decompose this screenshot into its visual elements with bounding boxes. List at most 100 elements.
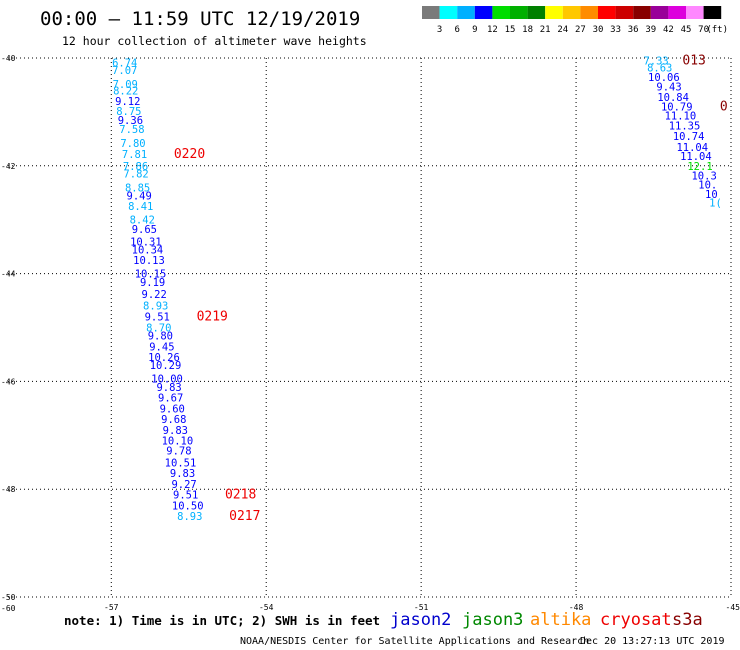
swh-label: 9.83 xyxy=(163,425,188,437)
swh-label: 7.80 xyxy=(120,138,145,150)
swh-label: 8.93 xyxy=(143,300,168,312)
swh-value-labels: 6.747.07 7.098.229.128.759.367.58 7.807.81… xyxy=(112,54,728,524)
swh-label: 6.74 xyxy=(112,57,137,69)
colorbar-swatch xyxy=(650,6,669,19)
swh-label: 7.33 xyxy=(643,56,668,68)
colorbar-swatch xyxy=(510,6,528,19)
swh-label: 9.68 xyxy=(161,414,186,426)
x-tick-label: -57 xyxy=(104,603,119,612)
y-tick-label: -44 xyxy=(1,270,16,279)
legend-cryosat: cryosat xyxy=(600,610,672,630)
swh-label: 8.75 xyxy=(116,106,141,118)
generated-timestamp: Dec 20 13:27:13 UTC 2019 xyxy=(580,636,725,647)
swh-label: 10.74 xyxy=(673,131,705,143)
swh-label: 7.86 xyxy=(123,161,148,173)
swh-label: 9.51 xyxy=(145,312,170,324)
colorbar-label: 6 xyxy=(454,25,459,35)
swh-label: 9.36 xyxy=(118,115,143,127)
swh-label: 10.15 xyxy=(135,269,167,281)
swh-label: 9.49 xyxy=(127,190,152,202)
swh-label: 10.34 xyxy=(132,244,164,256)
swh-label: 10.50 xyxy=(172,500,204,512)
colorbar-swatch xyxy=(562,6,581,19)
colorbar-label: 18 xyxy=(522,25,533,35)
colorbar-label: 45 xyxy=(681,25,692,35)
colorbar-label: 39 xyxy=(645,25,656,35)
swh-label: 9.43 xyxy=(656,82,681,94)
swh-label: 9.27 xyxy=(171,479,196,491)
y-tick-label: -46 xyxy=(1,377,16,386)
swh-label: 8.22 xyxy=(113,85,138,97)
colorbar-label: 30 xyxy=(593,25,604,35)
wave-height-colorbar: 3 6 9 12 15 18 21 24 27 30 33 36 39 42 45 70(ft) xyxy=(422,6,728,35)
colorbar-label: 36 xyxy=(628,25,639,35)
colorbar-swatch xyxy=(439,6,458,19)
swh-label: 8.93 xyxy=(177,511,202,523)
colorbar-unit: (ft) xyxy=(706,25,728,35)
swh-label: 11.10 xyxy=(665,111,697,123)
swh-label: 9.22 xyxy=(142,289,167,301)
colorbar-swatch xyxy=(457,6,475,19)
colorbar-label: 70 xyxy=(698,25,709,35)
colorbar-label: 15 xyxy=(505,25,516,35)
y-tick-label: -42 xyxy=(1,162,16,171)
swh-label: 9.45 xyxy=(149,341,174,353)
pass-time-label: 0218 xyxy=(225,488,256,503)
swh-label: 10.00 xyxy=(151,374,183,386)
source-credit: NOAA/NESDIS Center for Satellite Applica… xyxy=(240,636,589,647)
swh-label: 1( xyxy=(709,197,722,209)
swh-label: 11.04 xyxy=(676,142,708,154)
swh-label: 8.70 xyxy=(146,323,171,335)
footnote: note: 1) Time is in UTC; 2) SWH is in fe… xyxy=(64,613,380,628)
swh-label: 10.29 xyxy=(150,360,182,372)
colorbar-swatch xyxy=(545,6,563,19)
x-tick-label: -48 xyxy=(569,603,584,612)
pass-time-label: 0220 xyxy=(174,147,205,162)
colorbar-label: 3 xyxy=(437,25,442,35)
swh-label: 7.58 xyxy=(119,124,144,136)
swh-label: 9.60 xyxy=(160,403,185,415)
swh-label: 8.42 xyxy=(130,215,155,227)
chart-title: 00:00 – 11:59 UTC 12/19/2019 xyxy=(40,8,360,30)
swh-label: 10 xyxy=(705,189,718,201)
pass-time-label: 013 xyxy=(682,54,705,69)
swh-label: 9.67 xyxy=(158,393,183,405)
swh-label: 8.85 xyxy=(125,182,150,194)
swh-label: 9.80 xyxy=(148,331,173,343)
y-tick-label: -48 xyxy=(1,485,16,494)
colorbar-label: 27 xyxy=(575,25,586,35)
satellite-legend: jason2 jason3 altika cryosat s3a xyxy=(390,610,703,630)
swh-label: 8.41 xyxy=(128,201,153,213)
swh-label: 9.19 xyxy=(140,277,165,289)
colorbar-swatch xyxy=(527,6,546,19)
legend-jason2: jason2 xyxy=(390,610,451,630)
colorbar-swatch xyxy=(422,6,440,19)
axis-tick-labels: -40 -42 -44 -46 -48 -50 -57 -54 -51 -48 -45 -60 xyxy=(1,54,740,613)
legend-jason3: jason3 xyxy=(462,610,523,630)
x-tick-label: -54 xyxy=(259,603,274,612)
swh-label: 10.3 xyxy=(691,171,716,183)
colorbar-label: 24 xyxy=(557,25,568,35)
colorbar-swatch xyxy=(598,6,616,19)
pass-time-label: 0217 xyxy=(229,509,260,524)
swh-label: 10.79 xyxy=(661,102,693,114)
colorbar-swatch xyxy=(492,6,510,19)
corner-label: -60 xyxy=(1,604,16,613)
legend-s3a: s3a xyxy=(672,610,703,630)
y-tick-label: -40 xyxy=(1,54,16,63)
swh-label: 10.51 xyxy=(165,457,197,469)
swh-label: 11.04 xyxy=(680,151,712,163)
swh-label: 12.1 xyxy=(687,161,712,173)
chart-subtitle: 12 hour collection of altimeter wave hei… xyxy=(62,34,367,48)
swh-label: 7.81 xyxy=(122,149,147,161)
pass-time-label: 0 xyxy=(720,100,728,115)
colorbar-label: 12 xyxy=(487,25,498,35)
colorbar-label: 21 xyxy=(540,25,551,35)
swh-label: 10.06 xyxy=(648,72,680,84)
swh-label: 9.51 xyxy=(173,490,198,502)
lat-lon-grid xyxy=(8,57,732,598)
swh-label: 8.63 xyxy=(647,63,672,75)
colorbar-label: 42 xyxy=(663,25,674,35)
colorbar-swatch xyxy=(474,6,493,19)
